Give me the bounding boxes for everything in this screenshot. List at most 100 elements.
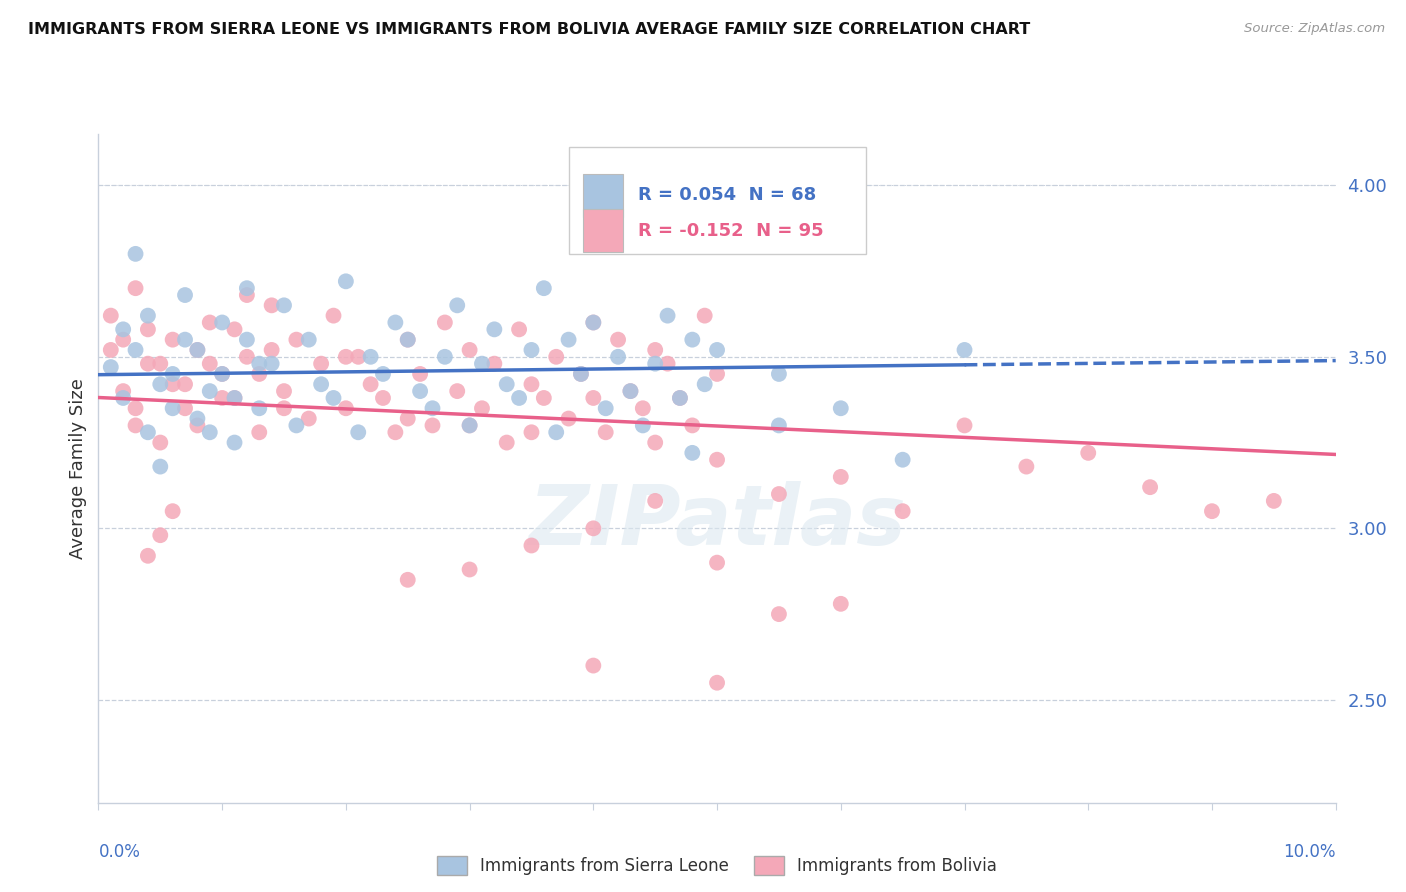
Bar [583,174,623,217]
Text: IMMIGRANTS FROM SIERRA LEONE VS IMMIGRANTS FROM BOLIVIA AVERAGE FAMILY SIZE CORR: IMMIGRANTS FROM SIERRA LEONE VS IMMIGRAN… [28,22,1031,37]
Point [112,333,135,347]
Point [149,377,172,392]
Point [236,288,259,302]
Point [830,597,852,611]
Point [309,377,332,392]
Text: R = 0.054  N = 68: R = 0.054 N = 68 [638,186,815,204]
Point [124,418,146,433]
Point [298,411,321,425]
Point [706,367,728,381]
Point [100,343,122,357]
Point [162,401,184,416]
Point [557,411,579,425]
Point [706,343,728,357]
Point [273,298,295,312]
Point [224,391,246,405]
Point [557,333,579,347]
Point [273,384,295,398]
Point [112,322,135,336]
Point [768,418,790,433]
Point [273,401,295,416]
Point [298,333,321,347]
Point [433,316,456,330]
Point [1077,446,1099,460]
Point [582,391,605,405]
Point [1201,504,1223,518]
Point [458,418,481,433]
Point [322,391,344,405]
Point [669,391,692,405]
Point [384,425,406,440]
Point [1139,480,1161,494]
Point [247,367,270,381]
Point [768,367,790,381]
Point [260,298,283,312]
Point [347,350,370,364]
Point [595,425,617,440]
Point [681,418,703,433]
Point [136,357,159,371]
Point [569,367,592,381]
Point [149,357,172,371]
Text: Source: ZipAtlas.com: Source: ZipAtlas.com [1244,22,1385,36]
Point [136,309,159,323]
Point [830,470,852,484]
Text: 0.0%: 0.0% [98,843,141,861]
Point [644,357,666,371]
Point [384,316,406,330]
Point [124,343,146,357]
Point [285,418,308,433]
FancyBboxPatch shape [568,147,866,254]
Point [136,425,159,440]
Point [260,357,283,371]
Point [396,411,419,425]
Point [162,504,184,518]
Point [136,549,159,563]
Text: 10.0%: 10.0% [1284,843,1336,861]
Point [186,343,208,357]
Point [953,343,976,357]
Point [198,384,221,398]
Point [309,357,332,371]
Point [458,562,481,576]
Point [162,333,184,347]
Point [582,316,605,330]
Point [495,435,517,450]
Point [236,281,259,295]
Point [768,487,790,501]
Point [508,391,530,405]
Point [657,357,679,371]
Point [619,384,641,398]
Point [360,350,382,364]
Point [595,401,617,416]
Point [247,425,270,440]
Point [211,367,233,381]
Point [569,367,592,381]
Point [335,350,357,364]
Point [112,384,135,398]
Point [100,360,122,375]
Point [520,343,543,357]
Point [446,384,468,398]
Point [186,343,208,357]
Point [247,357,270,371]
Point [211,367,233,381]
Point [124,281,146,295]
Point [891,504,914,518]
Point [409,367,432,381]
Point [335,274,357,288]
Point [582,521,605,535]
Point [186,418,208,433]
Point [546,350,568,364]
Bar [583,209,623,252]
Point [198,425,221,440]
Legend: Immigrants from Sierra Leone, Immigrants from Bolivia: Immigrants from Sierra Leone, Immigrants… [430,849,1004,881]
Point [198,316,221,330]
Point [533,281,555,295]
Point [693,377,716,392]
Point [706,675,728,690]
Point [224,322,246,336]
Point [484,322,506,336]
Point [1015,459,1038,474]
Point [236,350,259,364]
